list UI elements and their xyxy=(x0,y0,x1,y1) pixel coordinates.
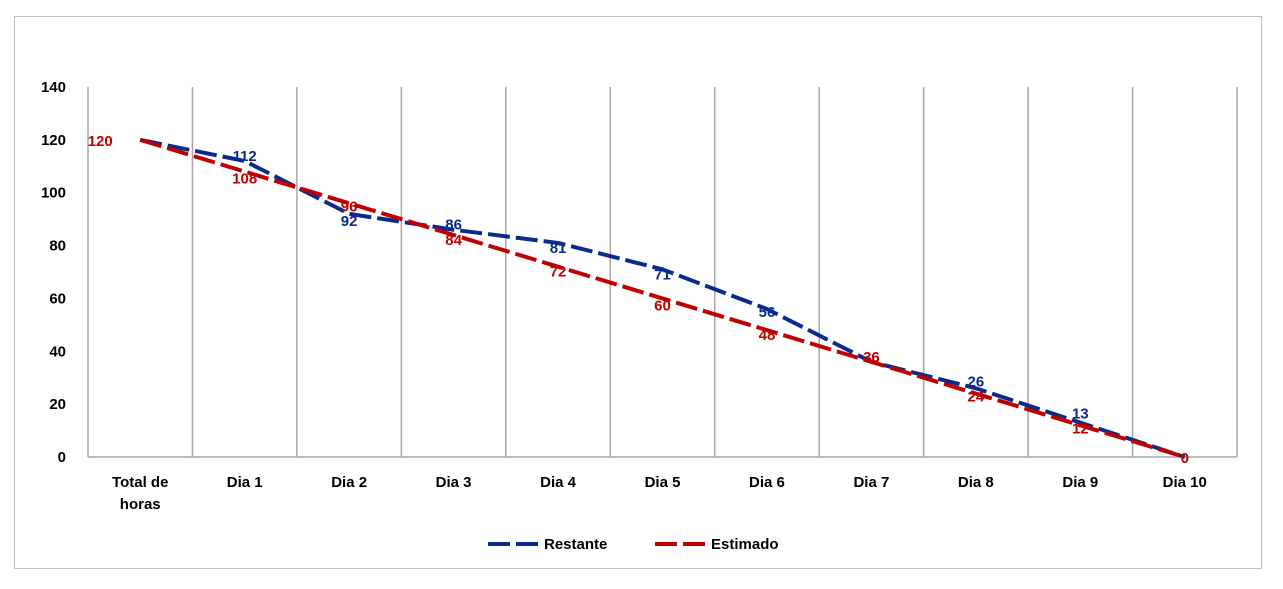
legend-label-estimado: Estimado xyxy=(711,536,779,553)
data-label-estimado: 36 xyxy=(863,349,880,366)
data-label-restante: 92 xyxy=(341,213,358,230)
x-tick-label: Dia 3 xyxy=(436,474,472,491)
x-tick-label: Dia 5 xyxy=(645,474,681,491)
data-label-restante: 13 xyxy=(1072,406,1089,423)
data-label-estimado: 72 xyxy=(550,264,567,281)
legend: Restante Estimado xyxy=(488,536,779,553)
x-tick-label: Dia 9 xyxy=(1062,474,1098,491)
data-label-restante: 112 xyxy=(233,148,257,165)
x-tick-label: Dia 4 xyxy=(540,474,577,491)
series-layer xyxy=(139,137,1186,459)
data-label-estimado: 60 xyxy=(654,297,671,314)
x-tick-label: horas xyxy=(120,496,161,513)
data-label-estimado: 120 xyxy=(88,133,113,150)
data-label-estimado: 48 xyxy=(759,327,776,344)
x-tick-label: Dia 10 xyxy=(1163,474,1207,491)
x-tick-label: Dia 6 xyxy=(749,474,785,491)
y-tick-label: 80 xyxy=(49,238,66,255)
y-tick-label: 60 xyxy=(49,290,66,307)
y-tick-label: 20 xyxy=(49,396,66,413)
data-label-restante: 81 xyxy=(550,240,567,257)
y-tick-label: 0 xyxy=(58,449,66,466)
y-tick-label: 120 xyxy=(41,132,66,149)
y-tick-label: 100 xyxy=(41,185,66,202)
data-label-restante: 71 xyxy=(654,266,671,283)
data-label-estimado: 12 xyxy=(1072,420,1089,437)
x-tick-label: Dia 7 xyxy=(853,474,889,491)
legend-label-restante: Restante xyxy=(544,536,607,553)
y-tick-label: 140 xyxy=(41,79,66,96)
data-label-restante: 56 xyxy=(759,304,776,321)
x-tick-label: Dia 1 xyxy=(227,474,263,491)
x-tick-label: Dia 2 xyxy=(331,474,367,491)
data-label-estimado: 108 xyxy=(232,171,257,188)
x-tick-label: Total de xyxy=(112,474,168,491)
y-tick-label: 40 xyxy=(49,343,66,360)
data-label-estimado: 96 xyxy=(341,198,358,215)
data-label-estimado: 0 xyxy=(1181,450,1189,467)
data-label-estimado: 84 xyxy=(445,232,462,249)
series-line-estimado xyxy=(139,137,1186,459)
x-tick-label: Dia 8 xyxy=(958,474,994,491)
data-label-restante: 86 xyxy=(445,217,462,234)
grid-layer xyxy=(87,87,1238,457)
data-label-restante: 26 xyxy=(968,373,985,390)
series-line-restante xyxy=(139,137,1186,459)
data-label-estimado: 24 xyxy=(968,389,985,406)
